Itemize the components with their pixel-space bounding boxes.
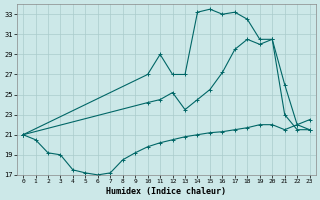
X-axis label: Humidex (Indice chaleur): Humidex (Indice chaleur): [106, 187, 226, 196]
